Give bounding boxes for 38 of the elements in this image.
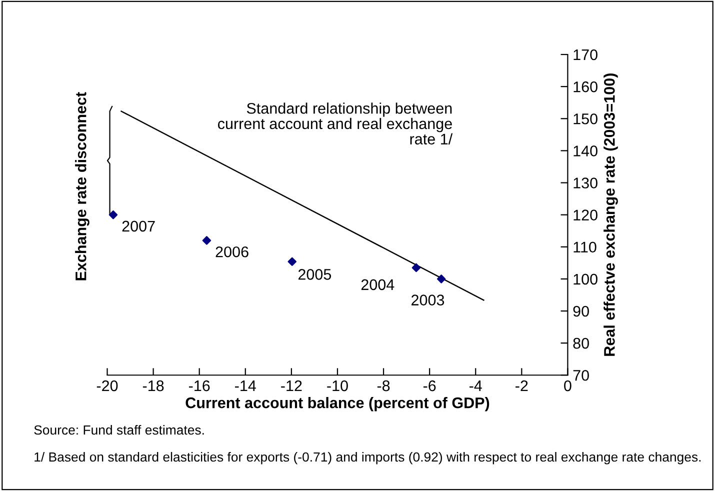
y-tick-label: 120	[574, 210, 598, 220]
y-tick-label: 150	[574, 113, 598, 124]
point	[108, 210, 118, 220]
x-tick-label: -10	[327, 380, 348, 392]
annotation: 2003	[412, 294, 444, 306]
annotation: 2007	[122, 220, 155, 232]
source-note: Source: Fund staff estimates.	[34, 424, 204, 435]
y-axis-title: Real effectve exchange rate (2003=100)	[604, 74, 618, 356]
x-tick-label: -8	[377, 380, 390, 392]
point	[202, 236, 212, 245]
y-tick-label: 90	[573, 306, 589, 317]
x-tick-label: -14	[235, 380, 256, 392]
y-tick-label: 70	[573, 370, 589, 381]
x-tick-label: -18	[142, 380, 164, 392]
y-tick-label: 110	[574, 242, 596, 253]
x-tick-label: -12	[281, 380, 302, 392]
x-tick-label: -4	[470, 380, 482, 392]
annotation: 2004	[361, 279, 394, 290]
annotation: 2005	[298, 269, 332, 280]
y-tick-label: 130	[574, 178, 598, 188]
text: 1/ Based on standard elasticities for exports (-0.71) and imports (0.92) with respect to real exchange rate changes.	[34, 452, 701, 464]
annotation: Standard relationship between current account and real exchange rate 1/	[218, 102, 453, 144]
y-tick-label: 140	[574, 146, 598, 156]
y-tick-label: 80	[573, 338, 589, 349]
x-tick-label: -6	[423, 380, 436, 392]
y-tick-label: 160	[574, 81, 598, 92]
y-tick-label: 100	[574, 274, 598, 285]
x-tick-label: -20	[96, 380, 118, 392]
x-tick-label: -2	[516, 380, 528, 392]
x-tick-label: -16	[188, 380, 210, 392]
x-axis-title: Current account balance (percent of GDP)	[186, 397, 490, 412]
point	[288, 257, 296, 266]
annotation: 2006	[216, 246, 248, 258]
text: Exchange rate disconnect	[75, 92, 90, 280]
y-tick-label: 170	[574, 49, 598, 60]
x-tick-label: 0	[564, 380, 572, 392]
point	[436, 274, 446, 284]
point	[412, 263, 421, 272]
